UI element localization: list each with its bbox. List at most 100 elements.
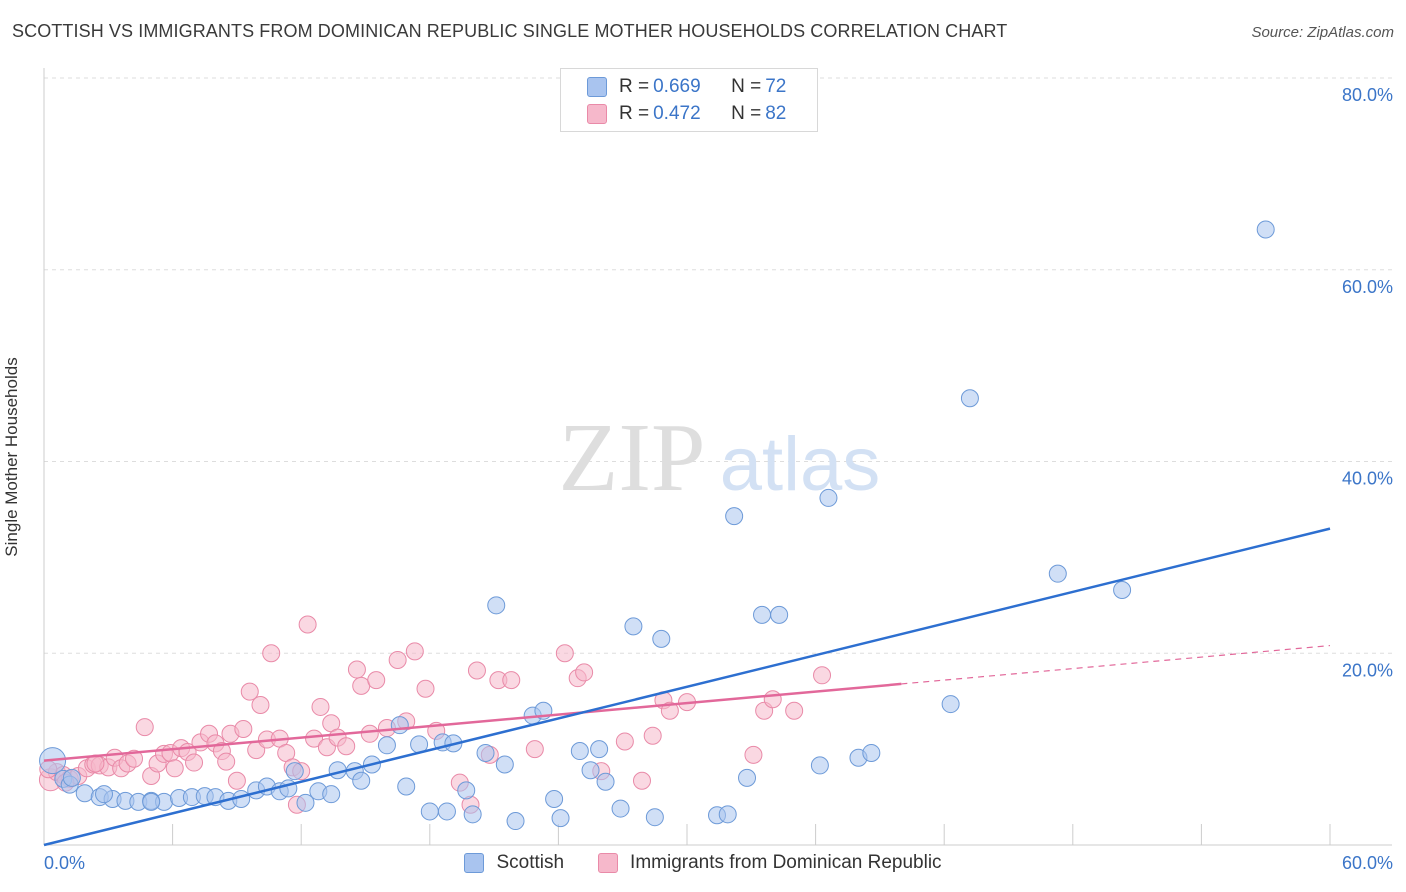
y-tick-label: 40.0% (1342, 469, 1393, 489)
watermark: ZIP atlas (559, 404, 881, 512)
data-point-dominican (643, 726, 662, 745)
trend-lines (43, 527, 1331, 847)
x-tick-label: 0.0% (44, 853, 85, 873)
data-point-dominican (135, 718, 154, 737)
series-scottish-points (39, 220, 1275, 831)
data-point-scottish (457, 781, 476, 800)
data-point-scottish (611, 799, 630, 818)
series-legend: Scottish Immigrants from Dominican Repub… (0, 852, 1406, 874)
data-point-scottish (322, 785, 341, 804)
watermark-atlas: atlas (720, 422, 881, 507)
data-point-scottish (624, 617, 643, 636)
data-point-scottish (581, 761, 600, 780)
data-point-dominican (416, 679, 435, 698)
data-point-dominican (217, 752, 236, 771)
data-point-dominican (467, 661, 486, 680)
series-dominican-points (38, 615, 832, 814)
data-point-dominican (185, 753, 204, 772)
data-point-scottish (1256, 220, 1275, 239)
data-point-dominican (125, 749, 144, 768)
legend-swatch-scottish (587, 77, 607, 97)
data-point-dominican (311, 697, 330, 716)
data-point-scottish (487, 596, 506, 615)
trend-line-dominican-extension (901, 644, 1331, 685)
legend-r-value: 0.472 (653, 103, 701, 124)
data-point-scottish (476, 743, 495, 762)
data-point-scottish (1113, 580, 1132, 599)
data-point-scottish (718, 805, 737, 824)
data-point-scottish (352, 771, 371, 790)
data-point-scottish (506, 812, 525, 831)
data-point-scottish (770, 605, 789, 624)
data-point-dominican (763, 690, 782, 709)
data-point-dominican (744, 745, 763, 764)
data-point-scottish (377, 736, 396, 755)
data-point-scottish (390, 716, 409, 735)
legend-r-label: R = (619, 76, 650, 97)
legend-n-label: N = (731, 76, 762, 97)
data-point-scottish (819, 488, 838, 507)
data-point-dominican (632, 771, 651, 790)
data-point-dominican (352, 676, 371, 695)
data-point-dominican (660, 701, 679, 720)
data-point-dominican (298, 615, 317, 634)
data-point-dominican (347, 660, 366, 679)
data-point-dominican (502, 671, 521, 690)
data-point-scottish (397, 777, 416, 796)
source-link[interactable]: Source: ZipAtlas.com (1251, 24, 1394, 41)
legend-row-dominican: R = 0.472 N = 82 (587, 102, 790, 126)
data-point-dominican (234, 719, 253, 738)
data-point-scottish (652, 629, 671, 648)
data-point-scottish (810, 756, 829, 775)
data-point-dominican (367, 671, 386, 690)
data-point-scottish (1048, 564, 1067, 583)
data-point-scottish (495, 755, 514, 774)
trend-line-dominican (43, 682, 902, 762)
data-point-scottish (142, 792, 161, 811)
data-point-scottish (941, 695, 960, 714)
watermark-zip: ZIP (559, 404, 706, 512)
data-point-dominican (165, 759, 184, 778)
legend-swatch-scottish (464, 853, 485, 873)
data-point-scottish (596, 772, 615, 791)
data-point-dominican (337, 737, 356, 756)
y-tick-label: 80.0% (1342, 85, 1393, 105)
data-point-scottish (570, 742, 589, 761)
data-point-dominican (405, 642, 424, 661)
data-point-scottish (738, 768, 757, 787)
data-point-scottish (285, 762, 304, 781)
axes (43, 68, 1392, 846)
data-point-scottish (725, 507, 744, 526)
data-point-dominican (615, 732, 634, 751)
legend-r-value: 0.669 (653, 76, 701, 97)
data-point-scottish (62, 768, 81, 787)
legend-label-dominican: Immigrants from Dominican Republic (630, 852, 942, 873)
grid-lines (44, 77, 1392, 654)
data-point-dominican (240, 682, 259, 701)
legend-swatch-dominican (598, 853, 619, 873)
x-tick-label: 60.0% (1342, 853, 1393, 873)
data-point-dominican (575, 663, 594, 682)
data-point-dominican (227, 771, 246, 790)
data-point-scottish (862, 743, 881, 762)
data-point-scottish (95, 785, 114, 804)
legend-n-value: 82 (765, 103, 787, 124)
legend-item-scottish[interactable]: Scottish (464, 852, 564, 874)
data-point-dominican (305, 729, 324, 748)
data-point-dominican (555, 644, 574, 663)
data-point-scottish (75, 784, 94, 803)
data-point-dominican (813, 666, 832, 685)
legend-label-scottish: Scottish (496, 852, 565, 873)
y-tick-label: 20.0% (1342, 660, 1393, 680)
data-point-scottish (296, 793, 315, 812)
data-point-scottish (545, 789, 564, 808)
legend-row-scottish: R = 0.669 N = 72 (587, 75, 790, 99)
legend-r-label: R = (619, 103, 650, 124)
data-point-dominican (525, 740, 544, 759)
data-point-dominican (262, 644, 281, 663)
legend-item-dominican[interactable]: Immigrants from Dominican Republic (598, 852, 942, 874)
legend-n-value: 72 (765, 76, 787, 97)
y-tick-label: 60.0% (1342, 277, 1393, 297)
data-point-scottish (551, 809, 570, 828)
